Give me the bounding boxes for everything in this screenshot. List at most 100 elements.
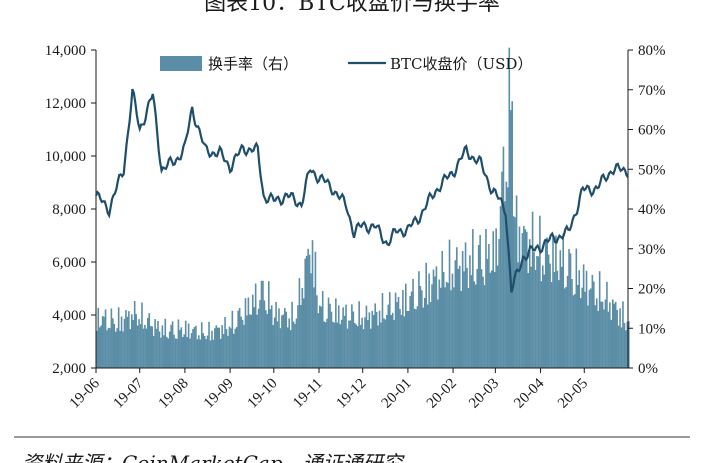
legend-label-price: BTC收盘价（USD） <box>390 55 532 73</box>
turnover-bar <box>409 296 411 368</box>
turnover-bar <box>139 324 142 368</box>
turnover-bar <box>429 302 432 368</box>
turnover-bar <box>282 314 285 368</box>
turnover-bar <box>329 303 331 368</box>
turnover-bar <box>447 282 449 368</box>
turnover-bar <box>310 273 312 368</box>
turnover-bar <box>187 323 190 368</box>
left-axis-ticks: 2,000 4,000 6,000 8,000 10,000 12,000 14,000 <box>45 43 96 377</box>
turnover-bar <box>594 305 597 368</box>
chart-title: 图表10：BTC收盘价与换手率 <box>204 0 500 16</box>
turnover-bar <box>539 215 541 368</box>
right-tick-label: 0% <box>638 361 658 377</box>
turnover-bar <box>543 274 546 368</box>
turnover-bar <box>234 328 237 368</box>
turnover-bar <box>244 298 247 368</box>
x-tick-label: 19-10 <box>245 376 281 412</box>
turnover-bar <box>571 278 573 368</box>
turnover-bar <box>486 258 489 368</box>
turnover-bar <box>588 289 591 368</box>
x-axis-ticks: 19-06 19-07 19-08 19-09 19-10 19-11 19-12 20-01… <box>67 368 591 412</box>
turnover-bar <box>480 269 483 368</box>
turnover-bar <box>308 254 311 368</box>
turnover-bar <box>439 287 442 368</box>
turnover-bar <box>390 315 393 368</box>
turnover-bar <box>394 292 397 368</box>
turnover-bar <box>133 301 136 368</box>
turnover-bar <box>445 281 448 368</box>
turnover-bar <box>211 330 213 368</box>
turnover-bar <box>444 287 446 368</box>
turnover-bar <box>254 283 257 368</box>
turnover-bar <box>206 335 209 368</box>
turnover-bar <box>448 239 451 368</box>
turnover-bar <box>196 339 199 368</box>
turnover-bar <box>319 305 321 368</box>
turnover-bar <box>388 292 391 368</box>
turnover-bar <box>179 329 181 368</box>
turnover-bar <box>216 327 219 368</box>
turnover-bar <box>107 327 110 368</box>
x-tick-label: 20-01 <box>379 376 415 412</box>
turnover-bar <box>515 195 518 368</box>
turnover-bar <box>523 225 525 368</box>
turnover-bar <box>419 286 422 368</box>
turnover-bar <box>281 315 283 368</box>
turnover-bar <box>96 330 98 368</box>
turnover-bar <box>542 265 544 368</box>
turnover-bar <box>505 181 508 368</box>
turnover-bar <box>276 321 279 368</box>
turnover-bar <box>485 229 487 368</box>
turnover-bar <box>259 300 261 368</box>
turnover-bar <box>425 262 427 368</box>
turnover-bar <box>560 266 563 368</box>
turnover-bar <box>469 255 471 368</box>
turnover-bar <box>110 308 113 368</box>
turnover-bar <box>585 270 588 368</box>
turnover-bar <box>517 262 519 368</box>
turnover-bar <box>521 233 524 368</box>
turnover-bar <box>584 291 586 368</box>
turnover-bar <box>273 317 276 368</box>
right-tick-label: 30% <box>638 242 666 258</box>
turnover-bar <box>352 311 355 368</box>
x-tick-label: 19-06 <box>67 375 103 411</box>
turnover-bar <box>531 211 534 368</box>
turnover-bar <box>501 171 503 368</box>
turnover-bar <box>606 281 608 368</box>
x-tick-label: 20-03 <box>466 376 502 412</box>
turnover-bar <box>413 308 416 368</box>
turnover-bar <box>339 324 342 368</box>
turnover-bar <box>167 338 170 368</box>
turnover-bar <box>302 298 305 368</box>
turnover-bar <box>208 321 210 368</box>
legend: 换手率（右） BTC收盘价（USD） <box>160 55 532 73</box>
turnover-bar <box>136 325 139 368</box>
turnover-bar <box>109 328 111 368</box>
turnover-bar <box>381 293 384 368</box>
turnover-bar <box>142 328 145 368</box>
turnover-bar <box>238 307 241 368</box>
turnover-bar <box>326 318 328 368</box>
turnover-bar <box>260 280 263 368</box>
turnover-bar <box>301 288 304 368</box>
turnover-bar <box>324 322 327 368</box>
turnover-bar <box>593 281 595 368</box>
turnover-bar <box>100 325 102 368</box>
right-tick-label: 40% <box>638 202 666 218</box>
turnover-bar <box>202 333 204 368</box>
turnover-bar <box>158 331 161 368</box>
turnover-bar <box>616 309 618 368</box>
turnover-bar <box>300 305 302 368</box>
turnover-bar <box>154 319 156 368</box>
turnover-bar <box>314 251 317 368</box>
turnover-bar <box>368 312 371 368</box>
turnover-bar <box>332 321 334 368</box>
turnover-bar <box>428 273 430 368</box>
turnover-bar <box>504 201 506 368</box>
turnover-bar <box>412 278 414 368</box>
turnover-bar <box>343 315 346 368</box>
turnover-bar <box>313 287 315 368</box>
turnover-bar <box>601 301 604 368</box>
turnover-bar <box>527 273 530 368</box>
